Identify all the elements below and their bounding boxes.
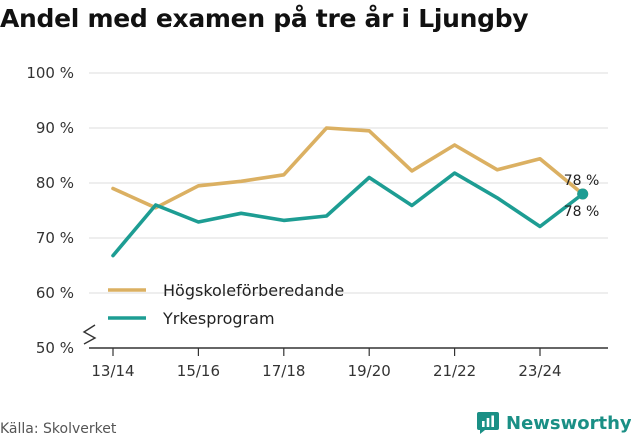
end-value-label-2: 78 %	[564, 204, 600, 220]
brand-logo[interactable]: Newsworthy	[476, 408, 631, 438]
series-line-2	[111, 171, 585, 258]
x-tick-label: 19/20	[348, 362, 391, 380]
legend-label-1: Högskoleförberedande	[163, 281, 344, 300]
x-tick-label: 23/24	[518, 362, 561, 380]
source-note: Källa: Skolverket	[0, 421, 117, 437]
x-tick-label: 13/14	[91, 362, 134, 380]
end-value-label-1: 78 %	[564, 173, 600, 189]
chart-title: Andel med examen på tre år i Ljungby	[0, 4, 529, 33]
legend-label-2: Yrkesprogram	[162, 309, 275, 328]
y-tick-label: 90 %	[36, 119, 74, 137]
y-tick-label: 70 %	[36, 229, 74, 247]
end-labels: 78 % 78 %	[564, 173, 600, 220]
y-tick-label: 100 %	[26, 64, 74, 82]
newsworthy-logo-icon	[477, 412, 499, 434]
x-tick-label: 17/18	[262, 362, 305, 380]
y-tick-label: 50 %	[36, 339, 74, 357]
legend: Högskoleförberedande Yrkesprogram	[108, 281, 344, 328]
axes: 50 % 60 % 70 % 80 % 90 % 100 % 13/14 15/16 17/18…	[26, 64, 608, 380]
series-lines	[111, 126, 589, 258]
grid-lines	[89, 72, 608, 294]
brand-name: Newsworthy	[506, 412, 631, 434]
x-tick-label: 15/16	[177, 362, 220, 380]
y-tick-label: 60 %	[36, 284, 74, 302]
y-tick-label: 80 %	[36, 174, 74, 192]
x-tick-label: 21/22	[433, 362, 476, 380]
end-point-2	[577, 188, 589, 200]
axis-break-icon	[82, 324, 97, 345]
series-line-1	[111, 126, 585, 210]
